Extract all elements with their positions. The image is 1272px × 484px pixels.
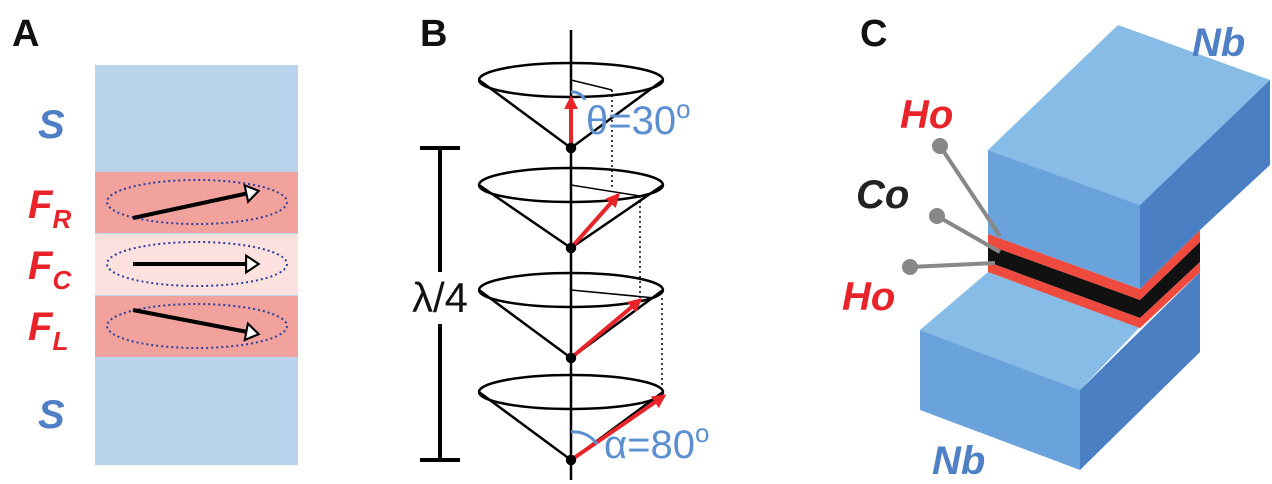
layer-sub: C — [52, 265, 72, 295]
apex — [567, 354, 575, 362]
layer-sub: L — [52, 326, 68, 356]
apex — [567, 456, 575, 464]
period-label: λ/4 — [412, 274, 468, 321]
angle-sup: o — [695, 418, 709, 448]
material-label: Nb — [1192, 21, 1245, 65]
spin-arrow — [571, 300, 640, 358]
layer-main: F — [28, 244, 54, 288]
angle-sup: o — [676, 94, 690, 124]
angle-label: α=80o — [604, 418, 709, 467]
material-label: Ho — [900, 93, 953, 137]
projection — [571, 290, 655, 298]
panel-a: A S FR FC FL S — [12, 13, 298, 465]
layer-main: F — [28, 305, 54, 349]
projection — [571, 80, 612, 90]
apex — [567, 144, 575, 152]
layer-label: FR — [28, 183, 71, 234]
apex — [567, 244, 575, 252]
pointer-dot — [931, 210, 943, 222]
pointer-dot — [934, 140, 946, 152]
angle-label: θ=30o — [586, 94, 691, 143]
layer-label: FL — [28, 305, 68, 356]
layer-sub: R — [52, 204, 71, 234]
figure: A S FR FC FL S B — [0, 0, 1272, 484]
panel-c: C Nb Ho Co Ho Nb — [842, 13, 1270, 483]
projection — [571, 185, 640, 196]
panel-label: B — [420, 13, 447, 55]
material-label: Ho — [842, 275, 895, 319]
material-label: Co — [856, 173, 909, 217]
pointers — [904, 140, 1000, 273]
angle-text: θ=30 — [586, 99, 676, 143]
panel-label: C — [860, 13, 887, 55]
pointer-dot — [904, 261, 916, 273]
layer-label: S — [38, 103, 65, 147]
layer-main: F — [28, 183, 54, 227]
pointer — [910, 263, 995, 267]
panel-b: B — [402, 13, 709, 480]
layer-label: S — [38, 393, 65, 437]
panel-label: A — [12, 13, 39, 55]
layer-label: FC — [28, 244, 72, 295]
material-label: Nb — [932, 439, 985, 483]
angle-text: α=80 — [604, 423, 695, 467]
